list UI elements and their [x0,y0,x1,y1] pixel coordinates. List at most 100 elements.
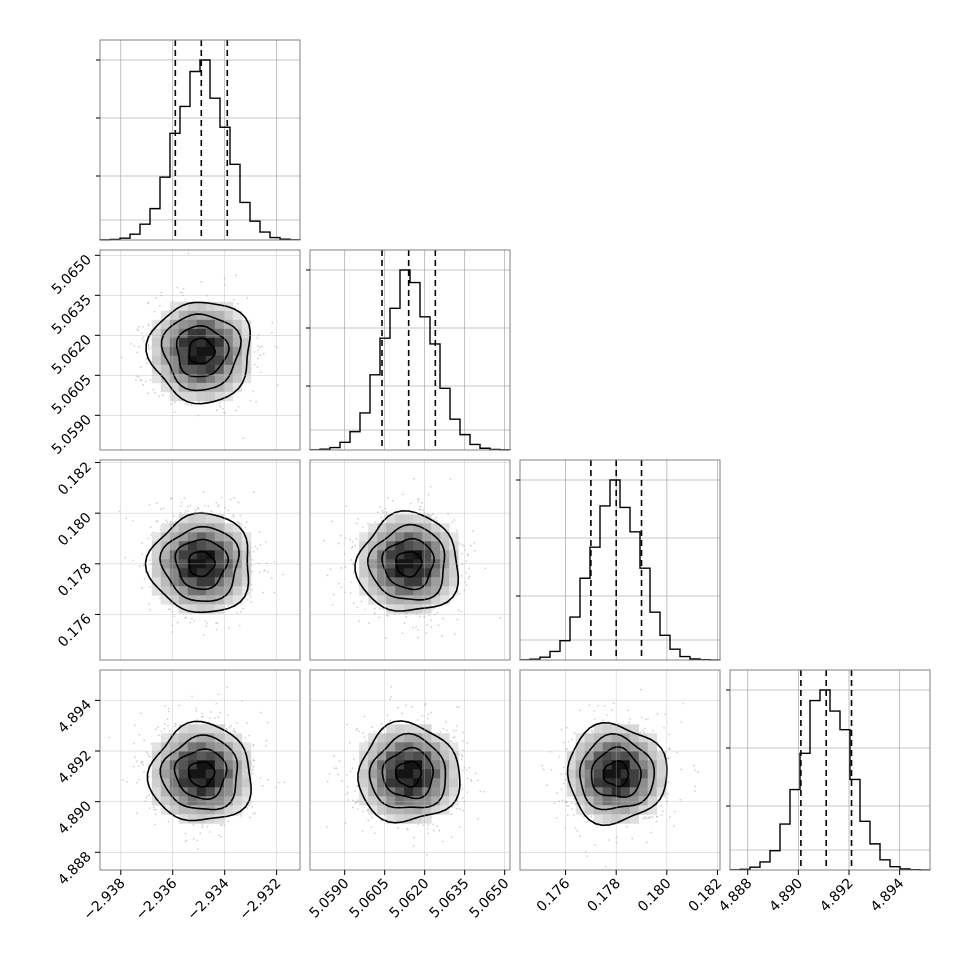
scatter-point [412,845,415,847]
density-cell [205,514,216,524]
density-cell [413,514,423,524]
scatter-point [227,605,229,607]
scatter-point [378,608,381,610]
density-cell [178,373,189,384]
density-cell [232,328,243,339]
x-tick-label-0-0: −2.938 [81,876,129,924]
scatter-point [694,785,697,788]
scatter-point [371,726,373,728]
density-cell [404,769,414,779]
scatter-point [210,510,213,512]
scatter-point [191,695,193,698]
density-cell [241,568,252,578]
scatter-point [461,797,464,800]
scatter-point [566,804,568,807]
density-cell [169,751,180,761]
density-cell [422,523,432,533]
scatter-point [388,698,391,701]
scatter-point [201,715,204,718]
scatter-point [651,730,654,732]
density-cell [178,760,189,770]
scatter-point [680,721,683,723]
density-cell [178,532,189,542]
scatter-point [680,768,682,771]
density-cell [178,364,189,375]
density-cell [404,586,414,596]
scatter-point [149,586,151,588]
scatter-point [147,755,150,758]
panel-2-1 [309,459,511,661]
scatter-point [230,725,233,727]
scatter-point [333,754,335,757]
density-cell [386,742,396,752]
density-cell [196,568,207,578]
scatter-point [201,826,204,829]
density-cell [205,364,216,375]
density-cell [241,787,252,797]
density-cell [169,391,180,402]
scatter-point [159,597,161,600]
density-cell [196,301,207,312]
scatter-point [149,608,151,611]
scatter-point [605,714,608,716]
scatter-point [141,761,144,763]
density-cell [223,787,234,797]
scatter-point [604,865,607,868]
scatter-point [694,769,697,772]
density-cell [377,541,387,551]
scatter-point [358,620,361,623]
density-cell [440,568,450,578]
scatter-point [256,349,259,352]
scatter-point [591,729,593,732]
density-cell [151,577,162,587]
density-cell [440,796,450,806]
density-cell [413,577,423,587]
density-cell [178,310,189,321]
density-cell [404,550,414,560]
density-cell [647,760,658,770]
scatter-point [140,379,143,381]
scatter-point [174,520,177,523]
scatter-point [345,505,348,508]
density-cell [169,550,180,560]
density-cell [241,742,252,752]
scatter-point [573,732,576,735]
scatter-point [218,711,221,714]
density-cell [151,586,162,596]
density-cell [404,595,414,605]
scatter-point [266,571,269,573]
scatter-point [154,391,156,394]
scatter-point [462,731,465,734]
scatter-point [246,722,249,724]
scatter-point [234,305,236,308]
density-cell [386,514,396,524]
density-cell [584,805,595,815]
scatter-point [368,622,370,624]
scatter-point [139,712,142,715]
scatter-point [184,840,187,843]
scatter-point [374,520,377,523]
scatter-point [148,348,151,350]
scatter-point [210,711,213,713]
density-cell [196,805,207,815]
density-cell [413,796,423,806]
scatter-point [365,740,368,743]
density-cell [178,301,189,312]
density-cell [386,778,396,788]
density-cell [214,568,225,578]
scatter-point [167,820,170,823]
density-cell [386,568,396,578]
density-cell [440,595,450,605]
scatter-point [147,343,150,346]
density-cell [440,523,450,533]
density-cell [214,577,225,587]
density-cell [647,733,658,743]
density-cell [223,550,234,560]
scatter-point [179,291,182,294]
scatter-point [256,344,259,347]
density-cell [232,373,243,384]
density-cell [602,814,613,824]
scatter-point [550,768,553,771]
histogram-2 [519,479,721,661]
scatter-point [202,634,205,637]
